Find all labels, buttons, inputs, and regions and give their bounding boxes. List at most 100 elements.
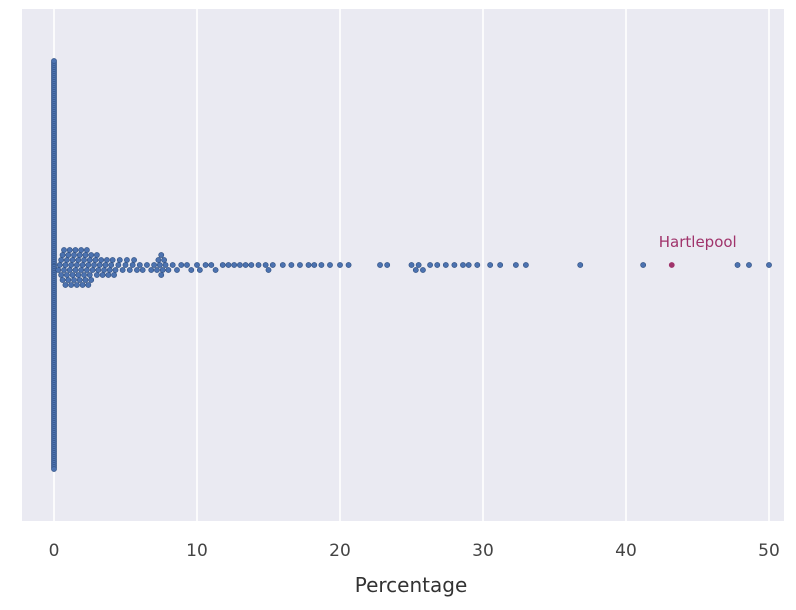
data-point — [72, 267, 79, 273]
data-point — [82, 277, 89, 283]
data-point — [91, 262, 97, 268]
data-point — [442, 262, 449, 268]
data-point — [377, 262, 383, 268]
data-point — [420, 267, 426, 273]
data-point — [72, 247, 79, 253]
x-tick-label-40: 40 — [615, 541, 637, 561]
data-point — [112, 267, 119, 273]
data-point — [96, 262, 103, 268]
data-point — [144, 262, 150, 268]
data-point — [337, 262, 343, 268]
data-point — [242, 262, 249, 268]
data-point — [412, 267, 419, 273]
highlight-point — [668, 262, 675, 268]
data-point — [82, 252, 89, 258]
data-point — [81, 272, 87, 278]
data-point — [384, 262, 391, 268]
data-point — [61, 267, 67, 273]
data-point — [59, 277, 66, 283]
data-point — [415, 262, 422, 268]
data-point — [194, 262, 200, 268]
x-tick-label-30: 30 — [472, 541, 494, 561]
data-points — [51, 58, 772, 472]
x-tick-label-50: 50 — [758, 541, 780, 561]
data-point — [427, 262, 433, 268]
x-tick-labels: 0 10 20 30 40 50 — [49, 541, 780, 561]
data-point — [94, 272, 100, 278]
data-point — [148, 267, 155, 273]
data-point — [746, 262, 752, 268]
data-point — [460, 262, 466, 268]
data-point — [51, 58, 57, 64]
data-point — [255, 262, 262, 268]
data-point — [105, 272, 112, 278]
data-point — [512, 262, 519, 268]
data-point — [65, 252, 72, 258]
data-point — [269, 262, 276, 268]
annotations: Hartlepool — [659, 233, 737, 251]
data-point — [62, 282, 69, 288]
x-tick-label-0: 0 — [49, 541, 60, 561]
data-point — [73, 282, 80, 288]
data-point — [196, 267, 203, 273]
data-point — [58, 257, 65, 263]
data-point — [131, 257, 137, 263]
data-point — [159, 267, 166, 273]
x-tick-label-20: 20 — [329, 541, 351, 561]
data-point — [279, 262, 286, 268]
data-point — [126, 267, 133, 273]
data-point — [156, 262, 163, 268]
data-point — [119, 267, 126, 273]
data-point — [78, 267, 85, 273]
data-point — [155, 257, 162, 263]
x-axis-label: Percentage — [355, 573, 468, 597]
data-point — [202, 262, 209, 268]
data-point — [55, 267, 62, 273]
data-point — [184, 262, 190, 268]
data-point — [178, 262, 185, 268]
data-point — [86, 272, 93, 278]
data-point — [265, 267, 272, 273]
data-point — [83, 247, 90, 253]
data-point — [231, 262, 238, 268]
data-point — [76, 252, 83, 258]
data-point — [116, 257, 123, 263]
data-point — [188, 267, 195, 273]
data-point — [59, 252, 66, 258]
data-point — [63, 257, 70, 263]
data-point — [305, 262, 312, 268]
data-point — [115, 262, 122, 268]
data-point — [219, 262, 226, 268]
data-point — [129, 262, 136, 268]
data-point — [523, 262, 529, 268]
data-point — [71, 252, 77, 258]
data-point — [169, 262, 176, 268]
data-point — [75, 272, 82, 278]
data-point — [345, 262, 352, 268]
data-point — [58, 272, 65, 278]
data-point — [89, 267, 96, 273]
data-point — [101, 267, 107, 273]
data-point — [577, 262, 584, 268]
data-point — [104, 257, 110, 263]
x-tick-label-10: 10 — [186, 541, 208, 561]
data-point — [68, 282, 75, 288]
data-point — [158, 252, 165, 258]
data-point — [108, 262, 115, 268]
data-point — [61, 247, 67, 253]
data-point — [487, 262, 494, 268]
data-point — [151, 262, 157, 268]
data-point — [63, 272, 70, 278]
data-point — [174, 267, 180, 273]
data-point — [327, 262, 333, 268]
data-point — [86, 257, 93, 263]
data-point — [311, 262, 318, 268]
data-point — [434, 262, 441, 268]
data-point — [98, 257, 105, 263]
data-point — [640, 262, 647, 268]
data-point — [94, 252, 100, 258]
data-point — [465, 262, 472, 268]
data-point — [474, 262, 481, 268]
data-point — [75, 257, 82, 263]
data-point — [225, 262, 232, 268]
